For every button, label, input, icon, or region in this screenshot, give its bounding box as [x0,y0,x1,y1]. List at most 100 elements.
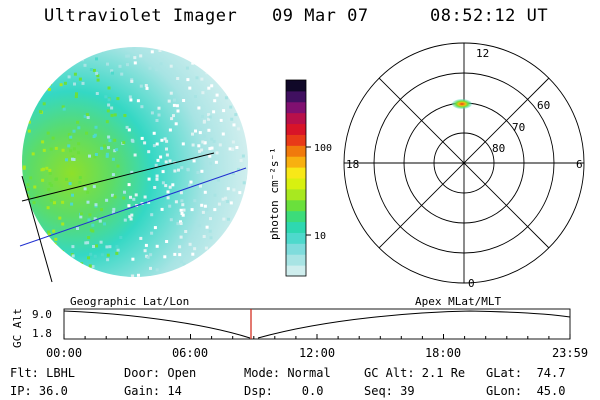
image-pixel [22,49,26,53]
image-pixel [234,83,238,87]
image-pixel [107,146,110,150]
image-pixel [47,188,51,192]
image-pixel [186,78,190,82]
image-pixel [237,93,241,97]
image-pixel [77,142,81,146]
image-pixel [242,181,246,185]
image-pixel [182,208,186,212]
polar-plot [343,42,585,284]
colorbar-cell [286,167,306,179]
image-pixel [84,268,88,272]
image-pixel [163,255,167,259]
image-pixel [155,268,159,272]
image-pixel [78,176,82,180]
image-pixel [196,267,200,271]
image-pixel [133,56,137,60]
image-pixel [41,178,45,182]
image-pixel [221,197,225,201]
image-pixel [23,222,27,225]
gc-alt-info: GC Alt: 2.1 Re [364,366,466,380]
image-pixel [213,193,217,197]
image-pixel [160,207,164,211]
image-pixel [23,70,26,74]
image-pixel [92,185,96,189]
image-pixel [52,70,56,74]
image-pixel [199,128,202,132]
image-pixel [168,128,172,132]
image-pixel [193,247,197,251]
image-pixel [92,68,96,72]
image-pixel [209,161,213,165]
image-pixel [31,228,35,232]
x-tick-0000: 00:00 [46,346,82,360]
image-pixel [168,204,172,208]
image-pixel [22,165,26,169]
image-pixel [165,147,168,151]
image-pixel [134,193,138,197]
image-pixel [42,102,46,106]
image-pixel [179,222,183,225]
image-pixel [83,114,87,118]
image-pixel [106,62,109,66]
image-pixel [87,236,91,240]
image-pixel [191,61,195,65]
image-pixel [48,168,52,172]
image-pixel [100,146,104,150]
image-pixel [105,245,109,249]
image-pixel [231,147,235,151]
image-pixel [236,218,240,222]
gain-info: Gain: 14 [124,384,182,398]
image-pixel [191,143,195,147]
image-pixel [54,146,58,150]
image-pixel [179,208,183,212]
image-pixel [231,49,234,53]
image-pixel [195,54,199,57]
image-pixel [172,114,175,118]
image-pixel [246,230,248,234]
image-pixel [192,159,196,163]
image-pixel [31,105,35,108]
image-pixel [110,113,114,117]
image-pixel [197,106,201,110]
image-pixel [63,81,67,85]
colorbar-cell [286,80,306,92]
image-pixel [46,131,50,135]
image-pixel [241,154,245,158]
image-pixel [106,253,110,257]
image-pixel [241,90,245,94]
instrument-title: Ultraviolet Imager [44,6,238,26]
image-pixel [224,96,228,100]
image-pixel [23,112,27,116]
image-pixel [235,253,239,257]
image-pixel [72,158,76,161]
image-pixel [30,225,34,229]
image-pixel [178,245,182,249]
image-pixel [47,230,51,234]
image-pixel [129,195,132,199]
x-tick-1800: 18:00 [425,346,461,360]
lat-label-60: 60 [537,99,550,112]
filter-info: Flt: LBHL [10,366,76,380]
image-pixel [235,55,239,59]
image-pixel [27,129,31,133]
dsp-info: Dsp: 0.0 [244,384,324,398]
orbit-timeline: Geographic Lat/Lon Apex MLat/MLT GC Alt … [11,295,588,360]
image-pixel [108,139,112,143]
image-pixel [226,187,230,191]
apex-label: Apex MLat/MLT [415,295,501,308]
image-pixel [77,151,80,155]
magnetic-equator-line [19,167,247,247]
image-pixel [247,85,248,89]
image-pixel [201,140,205,144]
colorbar-cell [286,178,306,190]
image-pixel [93,254,97,258]
image-pixel [167,99,171,103]
image-pixel [173,169,177,173]
image-pixel [131,274,135,277]
colorbar-cell [286,101,306,114]
image-pixel [102,273,106,277]
image-pixel [48,259,51,263]
image-pixel [96,74,100,78]
image-pixel [108,245,112,249]
image-pixel [157,113,161,117]
